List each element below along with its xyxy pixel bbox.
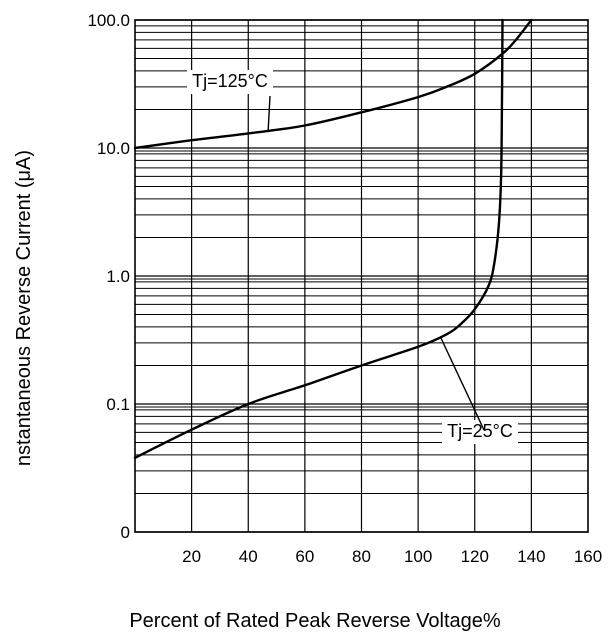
y-tick-label: 100.0 — [87, 11, 130, 30]
series-line-tj-25c — [133, 18, 504, 459]
x-tick-label: 60 — [295, 547, 314, 566]
series-line-tj-125c — [133, 18, 533, 150]
annotation-leader — [267, 95, 271, 133]
y-tick-label: 0 — [121, 523, 130, 542]
x-tick-label: 120 — [461, 547, 489, 566]
x-tick-label: 20 — [182, 547, 201, 566]
x-axis-title: Percent of Rated Peak Reverse Voltage% — [129, 610, 501, 632]
y-tick-label: 1.0 — [106, 267, 130, 286]
annotation-bg — [442, 420, 518, 444]
x-tick-label: 160 — [574, 547, 602, 566]
x-tick-label: 100 — [404, 547, 432, 566]
annotation-leader — [440, 337, 485, 431]
y-axis-title: nstantaneous Reverse Current (μA) — [13, 150, 35, 466]
x-tick-label: 140 — [517, 547, 545, 566]
curve-layer — [133, 18, 533, 459]
plot-frame — [134, 19, 589, 533]
annotation-bg — [187, 70, 273, 94]
tick-layer: 20 40 60 80 100 120 140 160 0 0.1 1.0 10.0 100.0 — [87, 11, 602, 566]
y-tick-label: 0.1 — [106, 395, 130, 414]
x-tick-label: 40 — [239, 547, 258, 566]
annotation-label: Tj=125°C — [192, 71, 268, 91]
annotation-label: Tj=25°C — [447, 421, 513, 441]
grid-layer — [134, 19, 589, 533]
y-tick-label: 10.0 — [97, 139, 130, 158]
x-tick-label: 80 — [352, 547, 371, 566]
annotation-layer: Tj=125°C Tj=25°C — [187, 70, 518, 444]
